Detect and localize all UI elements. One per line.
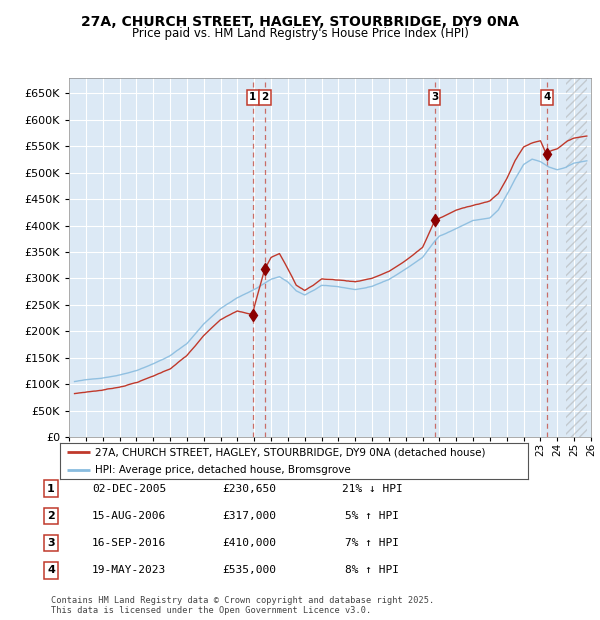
Text: 3: 3 bbox=[431, 92, 438, 102]
Bar bbox=[566, 78, 587, 437]
Text: 3: 3 bbox=[47, 538, 55, 548]
Text: Contains HM Land Registry data © Crown copyright and database right 2025.
This d: Contains HM Land Registry data © Crown c… bbox=[51, 596, 434, 615]
Text: 27A, CHURCH STREET, HAGLEY, STOURBRIDGE, DY9 0NA (detached house): 27A, CHURCH STREET, HAGLEY, STOURBRIDGE,… bbox=[95, 447, 485, 458]
Text: 15-AUG-2006: 15-AUG-2006 bbox=[92, 511, 166, 521]
Text: £230,650: £230,650 bbox=[222, 484, 276, 494]
Text: 1: 1 bbox=[47, 484, 55, 494]
Text: HPI: Average price, detached house, Bromsgrove: HPI: Average price, detached house, Brom… bbox=[95, 465, 351, 476]
Text: £410,000: £410,000 bbox=[222, 538, 276, 548]
Text: 4: 4 bbox=[543, 92, 551, 102]
Text: 8% ↑ HPI: 8% ↑ HPI bbox=[345, 565, 399, 575]
Text: £535,000: £535,000 bbox=[222, 565, 276, 575]
Text: 5% ↑ HPI: 5% ↑ HPI bbox=[345, 511, 399, 521]
Text: 4: 4 bbox=[47, 565, 55, 575]
Text: 16-SEP-2016: 16-SEP-2016 bbox=[92, 538, 166, 548]
Text: Price paid vs. HM Land Registry's House Price Index (HPI): Price paid vs. HM Land Registry's House … bbox=[131, 27, 469, 40]
Text: 7% ↑ HPI: 7% ↑ HPI bbox=[345, 538, 399, 548]
Text: 2: 2 bbox=[261, 92, 268, 102]
Text: 19-MAY-2023: 19-MAY-2023 bbox=[92, 565, 166, 575]
Text: 02-DEC-2005: 02-DEC-2005 bbox=[92, 484, 166, 494]
Text: £317,000: £317,000 bbox=[222, 511, 276, 521]
Text: 21% ↓ HPI: 21% ↓ HPI bbox=[341, 484, 403, 494]
Text: 27A, CHURCH STREET, HAGLEY, STOURBRIDGE, DY9 0NA: 27A, CHURCH STREET, HAGLEY, STOURBRIDGE,… bbox=[81, 16, 519, 30]
Text: 1: 1 bbox=[249, 92, 257, 102]
Text: 2: 2 bbox=[47, 511, 55, 521]
